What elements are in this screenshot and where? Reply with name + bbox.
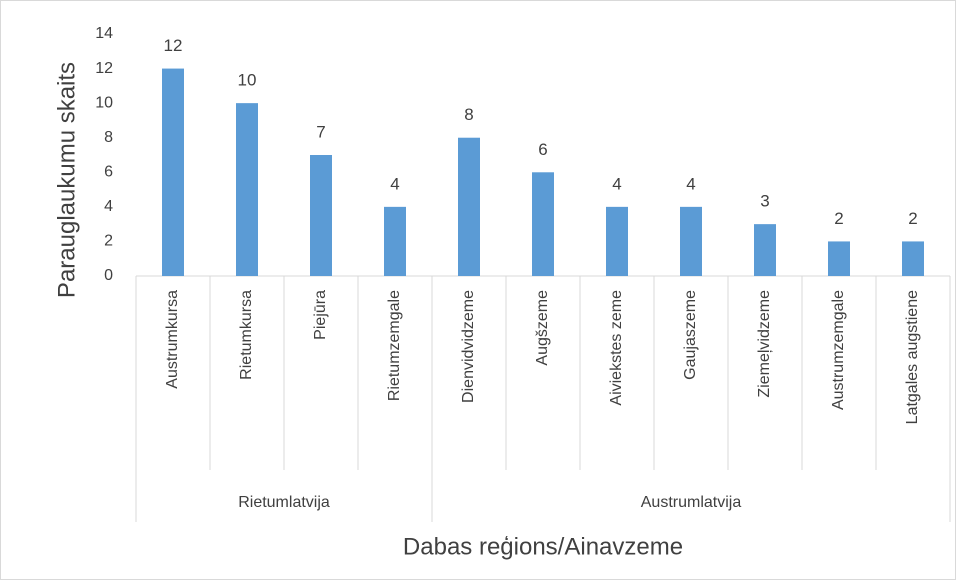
bar <box>902 241 924 276</box>
x-tick-label: Gaujaszeme <box>682 290 699 380</box>
x-tick-label: Piejūra <box>312 290 329 340</box>
y-tick-label: 12 <box>95 60 113 77</box>
bar <box>606 206 628 276</box>
x-tick-label: Rietumzemgale <box>386 290 403 401</box>
bar <box>754 224 776 276</box>
y-tick-label: 14 <box>95 25 113 42</box>
data-label: 4 <box>390 174 399 193</box>
x-tick-label: Aiviekstes zeme <box>608 290 625 406</box>
data-label: 4 <box>686 174 695 193</box>
x-tick-label: Dienvidvidzeme <box>460 290 477 403</box>
data-label: 2 <box>908 209 917 228</box>
y-tick-label: 4 <box>104 198 113 215</box>
y-axis-title: Parauglaukumu skaits <box>53 62 80 298</box>
bar <box>680 206 702 276</box>
data-label: 10 <box>238 71 257 90</box>
bar <box>532 172 554 276</box>
data-label: 8 <box>464 105 473 124</box>
group-label: Austrumlatvija <box>641 494 742 511</box>
x-tick-label: Augšzeme <box>534 290 551 366</box>
y-tick-label: 8 <box>104 129 113 146</box>
data-label: 3 <box>760 192 769 211</box>
y-tick-label: 10 <box>95 94 113 111</box>
y-tick-label: 2 <box>104 233 113 250</box>
bar <box>236 103 258 277</box>
data-label: 12 <box>164 36 183 55</box>
bar <box>162 68 184 276</box>
x-axis-title: Dabas reģions/Ainavzeme <box>403 533 683 560</box>
data-label: 7 <box>316 122 325 141</box>
x-tick-label: Austrumzemgale <box>830 290 847 410</box>
x-tick-label: Rietumkursa <box>238 290 255 380</box>
bar <box>384 206 406 276</box>
x-tick-label: Austrumkursa <box>164 290 181 389</box>
data-label: 6 <box>538 140 547 159</box>
data-label: 2 <box>834 209 843 228</box>
group-label: Rietumlatvija <box>238 494 330 511</box>
y-tick-label: 0 <box>104 267 113 284</box>
bar <box>310 155 332 276</box>
x-tick-label: Latgales augstiene <box>904 290 921 424</box>
bar <box>458 137 480 276</box>
data-label: 4 <box>612 174 621 193</box>
x-tick-label: Ziemeļvidzeme <box>756 290 773 398</box>
bar <box>828 241 850 276</box>
y-tick-label: 6 <box>104 164 113 181</box>
